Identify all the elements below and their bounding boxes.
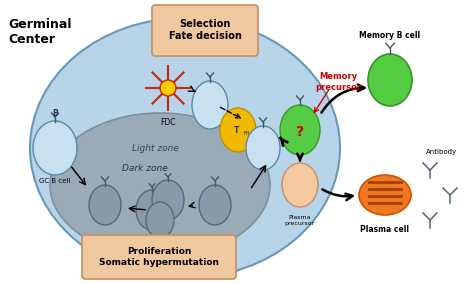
Ellipse shape <box>33 121 77 175</box>
Ellipse shape <box>246 126 280 170</box>
Text: Proliferation
Somatic hypermutation: Proliferation Somatic hypermutation <box>99 247 219 267</box>
Text: GC B cell: GC B cell <box>39 178 71 184</box>
Text: Antibody: Antibody <box>427 149 457 155</box>
Ellipse shape <box>146 202 174 238</box>
Text: Dark zone: Dark zone <box>122 164 168 172</box>
Text: Memory B cell: Memory B cell <box>359 31 420 40</box>
Text: FH: FH <box>244 131 250 135</box>
Ellipse shape <box>282 163 318 207</box>
Text: FDC: FDC <box>160 118 176 127</box>
Ellipse shape <box>30 18 340 278</box>
Text: T: T <box>234 126 240 135</box>
Ellipse shape <box>359 175 411 215</box>
Ellipse shape <box>136 190 168 230</box>
Text: ?: ? <box>296 125 304 139</box>
FancyBboxPatch shape <box>82 235 236 279</box>
Ellipse shape <box>368 54 412 106</box>
Text: B: B <box>52 109 58 118</box>
Text: Light zone: Light zone <box>132 143 178 153</box>
Text: Plasma cell: Plasma cell <box>361 225 410 234</box>
Circle shape <box>160 80 176 96</box>
Text: Plasma
precursor: Plasma precursor <box>285 215 315 226</box>
Ellipse shape <box>50 113 270 257</box>
Ellipse shape <box>89 185 121 225</box>
Text: Selection
Fate decision: Selection Fate decision <box>169 19 241 41</box>
Text: Memory
precursor: Memory precursor <box>315 72 361 92</box>
Ellipse shape <box>220 108 256 152</box>
Ellipse shape <box>152 180 184 220</box>
Ellipse shape <box>280 105 320 155</box>
Ellipse shape <box>199 185 231 225</box>
Text: Germinal
Center: Germinal Center <box>8 18 72 46</box>
Ellipse shape <box>192 81 228 129</box>
FancyBboxPatch shape <box>152 5 258 56</box>
